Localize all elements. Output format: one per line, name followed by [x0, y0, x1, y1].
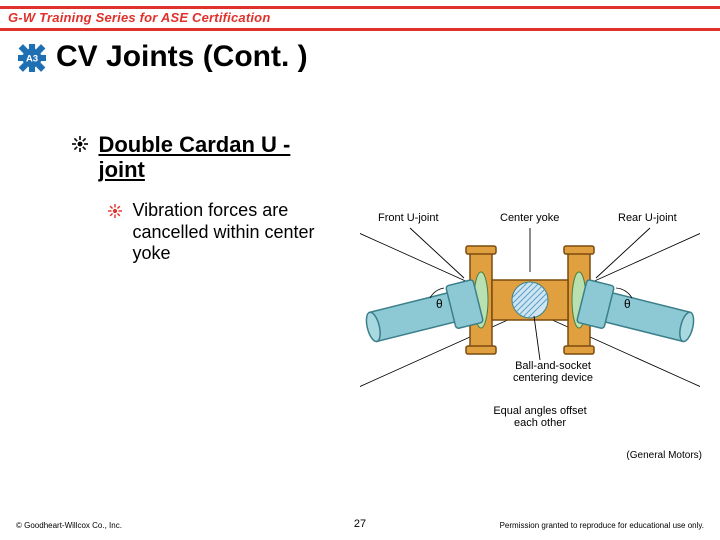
label-front-ujoint: Front U-joint — [378, 212, 439, 224]
burst-icon — [108, 204, 122, 223]
bullet1-text: Double Cardan U -joint — [98, 132, 318, 183]
cardan-diagram: θ θ Front U-joint Center yoke Rear U-joi… — [360, 200, 700, 440]
label-equal-angles: Equal angles offset each other — [480, 405, 600, 429]
permission-note: Permission granted to reproduce for educ… — [500, 521, 704, 530]
header-top-rule — [0, 6, 720, 9]
badge-label: A3 — [26, 54, 38, 65]
label-center-yoke: Center yoke — [500, 212, 559, 224]
bullet-level2: Vibration forces are cancelled within ce… — [108, 200, 348, 265]
svg-text:θ: θ — [624, 297, 631, 311]
page-number: 27 — [354, 518, 366, 530]
header-bottom-rule — [0, 28, 720, 31]
slide: G-W Training Series for ASE Certificatio… — [0, 0, 720, 540]
image-credit: (General Motors) — [626, 450, 702, 461]
label-rear-ujoint: Rear U-joint — [618, 212, 677, 224]
copyright: © Goodheart-Willcox Co., Inc. — [16, 521, 122, 530]
bullet2-text: Vibration forces are cancelled within ce… — [132, 200, 332, 265]
svg-text:θ: θ — [436, 297, 443, 311]
page-title: CV Joints (Cont. ) — [56, 40, 308, 74]
burst-icon — [72, 136, 88, 157]
series-title: G-W Training Series for ASE Certificatio… — [8, 10, 270, 25]
bullet-level1: Double Cardan U -joint — [72, 132, 332, 183]
a3-badge-icon: A3 — [18, 44, 46, 72]
label-ball-socket: Ball-and-socket centering device — [498, 360, 608, 384]
